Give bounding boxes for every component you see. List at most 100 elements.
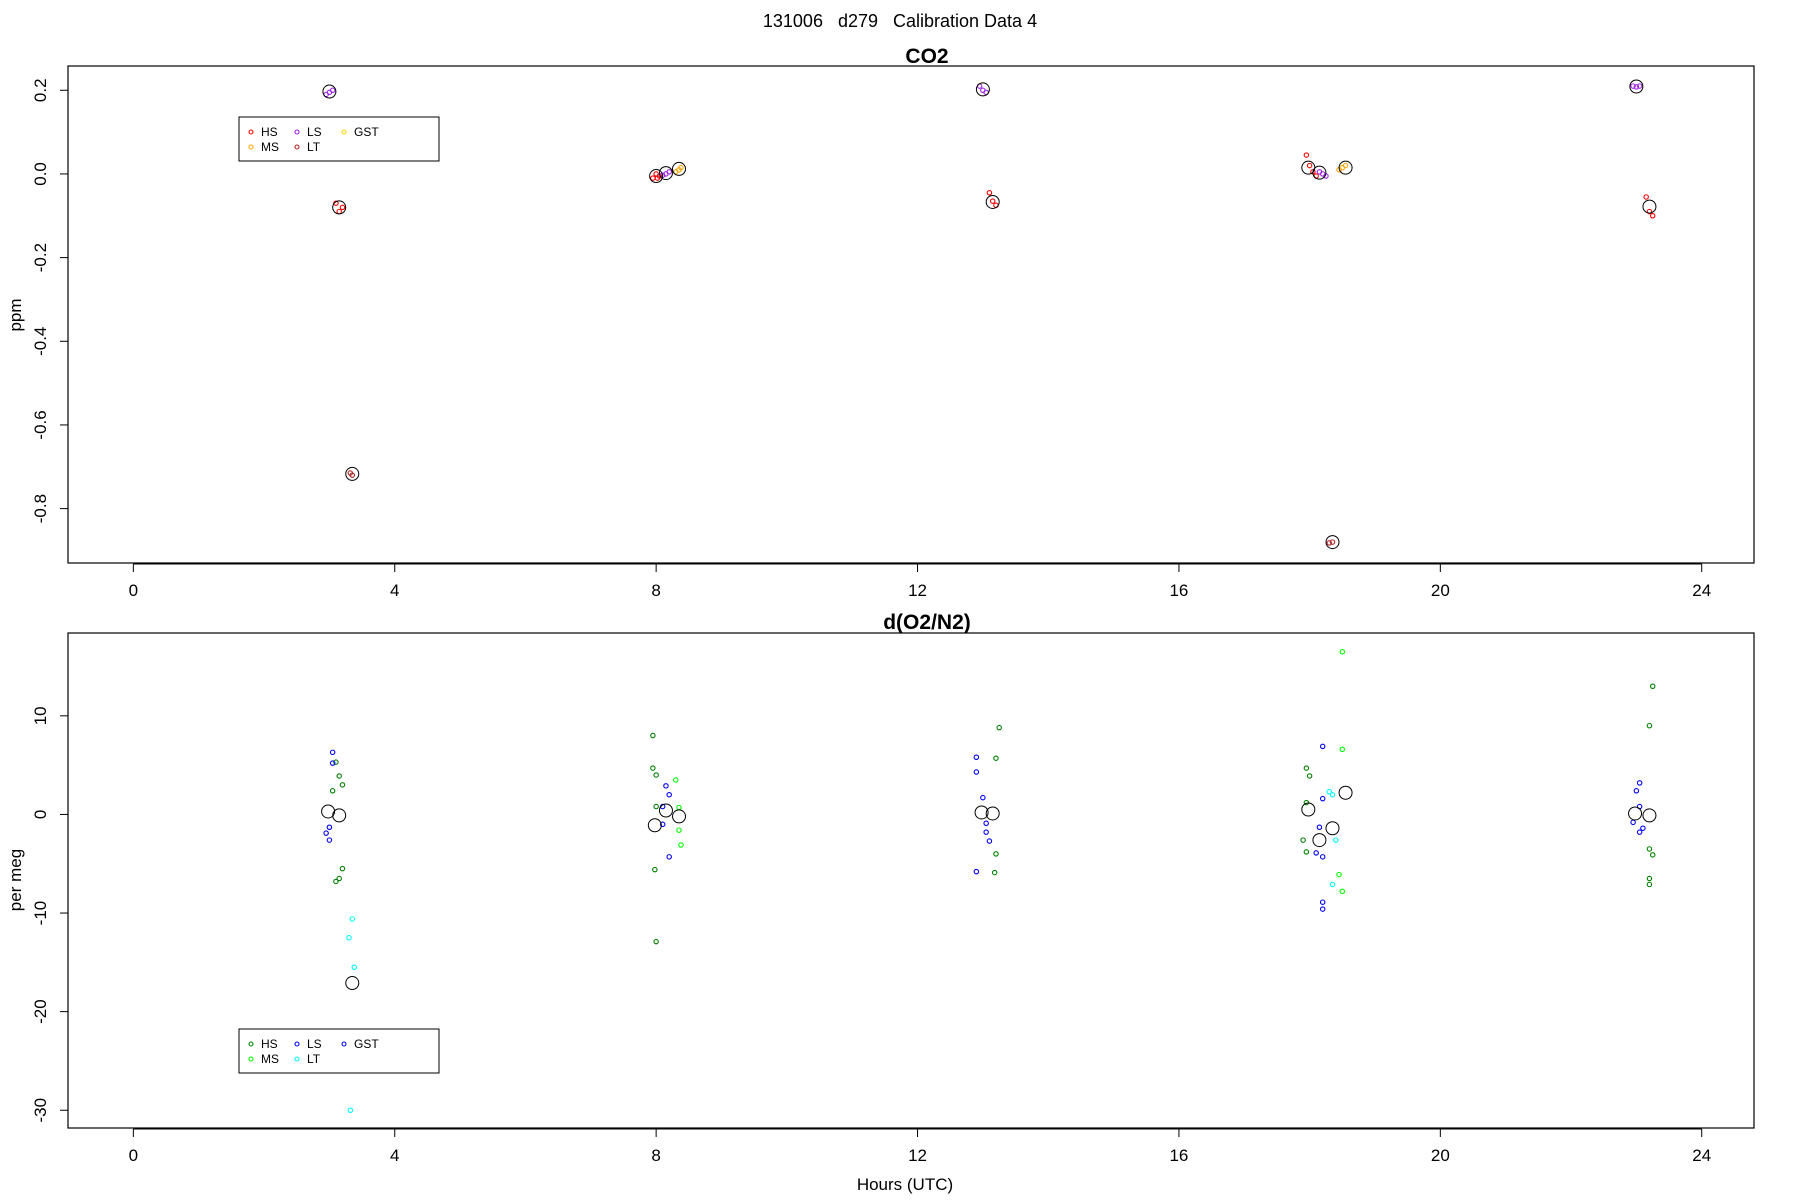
- co2-ms-point: [678, 164, 684, 171]
- o2n2-hs-point: [993, 851, 999, 857]
- o2n2-ls-point: [329, 760, 336, 766]
- o2n2-hs-point: [653, 938, 659, 945]
- co2-mean-marker: [322, 84, 337, 99]
- o2n2-ms-point: [1339, 648, 1346, 655]
- o2n2-hs-point: [336, 773, 342, 779]
- o2n2-mean-marker: [1312, 833, 1327, 848]
- o2n2-hs-point: [653, 803, 659, 810]
- o2n2-ls-point: [666, 791, 672, 798]
- co2-x-tick-label: 8: [651, 581, 660, 600]
- o2n2-hs-point: [336, 875, 342, 882]
- o2n2-legend-label: LT: [307, 1052, 321, 1066]
- co2-ls-point: [1636, 83, 1643, 89]
- o2n2-hs-point: [653, 772, 659, 778]
- co2-axis-ticks: 0 4 8 12 16 20 24 0.2 0.0 -0.2 -0.4 -0.6 -0.8: [31, 78, 1711, 600]
- o2n2-mean-marker: [658, 803, 673, 818]
- o2n2-ls-point: [326, 824, 333, 831]
- o2n2-panel: d(O2/N2) per meg Hours (UTC) 0 4 8 12 16 20 24…: [6, 611, 1755, 1194]
- co2-hs-point: [986, 190, 993, 196]
- co2-legend-label: LT: [307, 140, 321, 154]
- o2n2-ls-point: [1636, 829, 1643, 835]
- co2-legend-label: MS: [261, 140, 279, 154]
- co2-x-tick-label: 0: [129, 581, 138, 600]
- o2n2-ls-point: [329, 749, 336, 756]
- o2n2-hs-point: [991, 869, 998, 876]
- o2n2-x-tick-label: 16: [1169, 1146, 1188, 1165]
- o2n2-ls-point: [659, 821, 666, 828]
- o2n2-hs-point: [329, 788, 336, 794]
- o2n2-lt-point: [346, 934, 352, 941]
- co2-legend-label: GST: [354, 125, 379, 139]
- o2n2-hs-point: [1646, 881, 1653, 888]
- co2-ls-point: [666, 169, 672, 175]
- co2-x-tick-label: 20: [1431, 581, 1450, 600]
- o2n2-mean-marker: [985, 806, 1000, 821]
- co2-y-tick-label: -0.2: [31, 243, 50, 272]
- o2n2-mean-marker: [345, 976, 360, 991]
- co2-mean-marker: [649, 169, 664, 184]
- o2n2-hs-point: [996, 724, 1002, 731]
- o2n2-mean-marker: [1301, 802, 1316, 817]
- co2-ls-point: [329, 87, 336, 94]
- o2n2-hs-point: [650, 732, 656, 739]
- o2n2-ls-point: [980, 794, 986, 801]
- o2n2-ls-point: [1630, 819, 1636, 826]
- o2n2-ls-point: [326, 837, 333, 843]
- co2-legend-label: HS: [261, 125, 278, 139]
- co2-panel-title: CO2: [905, 45, 948, 68]
- o2n2-ls-point: [1319, 899, 1326, 905]
- o2n2-mean-marker: [974, 805, 989, 820]
- o2n2-x-tick-label: 12: [908, 1146, 927, 1165]
- co2-x-tick-label: 16: [1169, 581, 1188, 600]
- co2-hs-point: [1306, 162, 1313, 169]
- o2n2-y-tick-label: -10: [31, 901, 50, 926]
- o2n2-lt-point: [1329, 881, 1336, 888]
- o2n2-ls-point: [1319, 906, 1326, 912]
- o2n2-hs-point: [1303, 765, 1310, 771]
- o2n2-legend-label: HS: [261, 1037, 278, 1051]
- o2n2-ms-point: [672, 777, 679, 783]
- o2n2-ms-point: [676, 804, 682, 811]
- co2-hs-point: [989, 198, 996, 204]
- figure-suptitle: 131006 d279 Calibration Data 4: [762, 11, 1038, 31]
- o2n2-lt-point: [349, 916, 356, 922]
- o2n2-hs-point: [1646, 846, 1653, 852]
- o2n2-hs-point: [1303, 849, 1310, 855]
- o2n2-legend-symbol: [294, 1041, 300, 1047]
- o2n2-x-tick-label: 24: [1692, 1146, 1711, 1165]
- co2-mean-marker: [332, 200, 347, 215]
- o2n2-hs-point: [333, 878, 339, 885]
- o2n2-ls-point: [1640, 825, 1646, 831]
- o2n2-panel-title: d(O2/N2): [883, 611, 971, 634]
- o2n2-y-tick-label: -20: [31, 999, 50, 1024]
- o2n2-ms-point: [678, 842, 684, 848]
- co2-legend-symbol: [294, 129, 300, 135]
- o2n2-mean-marker: [1338, 785, 1353, 800]
- co2-ms-point: [1342, 162, 1349, 169]
- o2n2-lt-point: [1326, 789, 1332, 795]
- o2n2-hs-point: [1306, 773, 1313, 779]
- o2n2-y-axis-label: per meg: [6, 849, 25, 911]
- co2-mean-marker: [975, 82, 990, 97]
- o2n2-hs-point: [333, 759, 339, 765]
- co2-y-tick-label: -0.4: [31, 327, 50, 356]
- co2-mean-marker: [1629, 79, 1644, 94]
- o2n2-ls-point: [986, 838, 993, 844]
- o2n2-lt-point: [351, 964, 357, 971]
- co2-y-tick-label: -0.6: [31, 410, 50, 439]
- co2-hs-point: [1643, 194, 1649, 200]
- o2n2-ms-point: [1339, 746, 1346, 753]
- o2n2-data-marks: [321, 648, 1657, 1114]
- co2-hs-point: [1646, 208, 1653, 215]
- co2-x-tick-label: 24: [1692, 581, 1711, 600]
- o2n2-legend-symbol: [248, 1056, 254, 1062]
- o2n2-ls-point: [1313, 850, 1319, 856]
- o2n2-ls-point: [983, 829, 989, 835]
- o2n2-ms-point: [1339, 888, 1346, 895]
- co2-mean-marker: [1312, 165, 1327, 180]
- o2n2-axis-ticks: 0 4 8 12 16 20 24 10 0 -10 -20 -30: [31, 706, 1711, 1165]
- o2n2-hs-point: [339, 782, 346, 788]
- co2-y-tick-label: -0.8: [31, 494, 50, 523]
